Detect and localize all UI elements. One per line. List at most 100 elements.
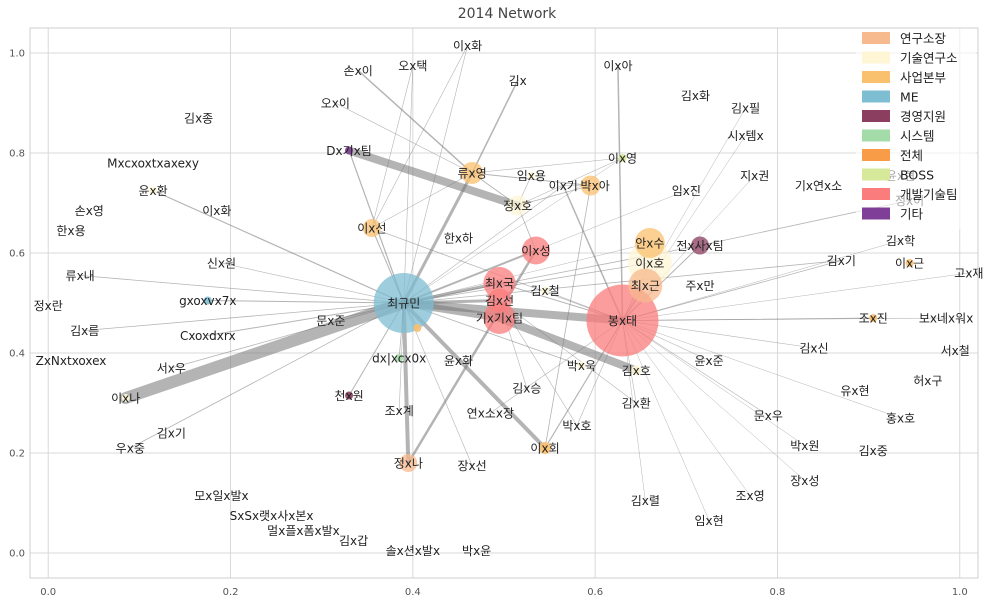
network-node[interactable] bbox=[399, 454, 418, 472]
legend-label: 기술연구소 bbox=[900, 51, 958, 66]
network-edge bbox=[221, 262, 405, 304]
node-label: 김x렬 bbox=[631, 494, 660, 508]
node-layer bbox=[121, 146, 914, 472]
legend-label: ME bbox=[900, 90, 919, 105]
legend-label: 사업본부 bbox=[900, 70, 946, 85]
network-node[interactable] bbox=[373, 273, 434, 333]
network-node[interactable] bbox=[461, 162, 484, 184]
network-edge bbox=[207, 302, 405, 336]
network-edge bbox=[401, 301, 548, 450]
node-label: 보x네x워x bbox=[919, 312, 973, 326]
node-label: 김x환 bbox=[622, 397, 651, 411]
network-edge bbox=[335, 102, 473, 174]
network-edge bbox=[622, 320, 806, 446]
node-label: 김x bbox=[509, 74, 527, 88]
node-label: 이x선 bbox=[357, 222, 386, 236]
legend-swatch bbox=[862, 188, 890, 200]
node-label: 모x일x발x bbox=[194, 489, 248, 503]
y-tick-label: 0.2 bbox=[9, 449, 25, 460]
network-node[interactable] bbox=[483, 267, 516, 299]
network-node[interactable] bbox=[539, 442, 552, 454]
network-node[interactable] bbox=[905, 259, 914, 267]
node-label: Mxcxoxtxaxexy bbox=[107, 157, 199, 171]
network-edge bbox=[207, 300, 405, 304]
network-node[interactable] bbox=[527, 171, 536, 180]
node-label: 이x영 bbox=[608, 152, 637, 166]
node-label: 김x학 bbox=[886, 234, 915, 248]
network-edge bbox=[170, 302, 405, 369]
network-node[interactable] bbox=[395, 354, 404, 362]
node-label: 한x하 bbox=[444, 232, 473, 246]
node-label: 임x현 bbox=[695, 514, 724, 528]
network-edge bbox=[617, 64, 624, 322]
node-label: 김x필 bbox=[731, 102, 760, 116]
node-label: 김x화 bbox=[681, 89, 710, 103]
node-label: 이x근 bbox=[895, 257, 924, 271]
node-label: 윤x준 bbox=[695, 354, 724, 368]
network-node[interactable] bbox=[203, 296, 212, 305]
node-label: gxoxvx7x bbox=[179, 294, 236, 308]
network-node[interactable] bbox=[628, 268, 663, 303]
node-label: 임x용 bbox=[517, 169, 546, 183]
node-label: 고x재 bbox=[954, 267, 983, 281]
node-label: 이x호 bbox=[635, 257, 664, 271]
network-node[interactable] bbox=[121, 394, 130, 402]
network-node[interactable] bbox=[631, 365, 642, 376]
network-node[interactable] bbox=[618, 154, 627, 162]
network-edge bbox=[403, 242, 651, 304]
network-node[interactable] bbox=[149, 186, 158, 195]
node-label: 최x근 bbox=[631, 279, 660, 293]
node-label: 서x우 bbox=[157, 362, 186, 376]
node-label: 김x신 bbox=[799, 342, 828, 356]
network-node[interactable] bbox=[345, 146, 354, 155]
network-node[interactable] bbox=[362, 219, 381, 237]
network-edge bbox=[79, 275, 405, 304]
node-label: 문x우 bbox=[754, 409, 783, 423]
legend-label: 경영지원 bbox=[900, 109, 946, 124]
node-label: 멀x플x폼x발x bbox=[267, 524, 340, 538]
node-label: 지x권 bbox=[740, 169, 769, 183]
network-edge bbox=[152, 189, 405, 304]
legend-swatch bbox=[862, 149, 890, 161]
node-label: 서x철 bbox=[941, 344, 970, 358]
network-edge bbox=[129, 302, 405, 449]
node-label: 류x영 bbox=[458, 167, 487, 181]
x-tick-label: 0.2 bbox=[223, 587, 239, 598]
node-label: 이x기 bbox=[549, 179, 578, 193]
node-label: 장x성 bbox=[790, 474, 819, 488]
network-node[interactable] bbox=[521, 236, 550, 265]
node-label: 한x용 bbox=[56, 224, 85, 238]
network-edge bbox=[495, 314, 641, 375]
x-tick-label: 0.0 bbox=[40, 587, 56, 598]
network-node[interactable] bbox=[634, 228, 665, 258]
node-label: 홍x호 bbox=[886, 412, 915, 426]
network-edge bbox=[84, 302, 405, 331]
node-label: 이x나 bbox=[111, 392, 140, 406]
node-label: 최x국 bbox=[485, 277, 514, 291]
network-node[interactable] bbox=[483, 302, 516, 334]
network-edge bbox=[403, 45, 468, 304]
node-label: 윤x환 bbox=[138, 184, 167, 198]
network-edge bbox=[345, 146, 522, 210]
network-node[interactable] bbox=[507, 195, 528, 216]
network-node[interactable] bbox=[541, 286, 550, 295]
node-label: 솔x션x발x bbox=[386, 544, 440, 558]
network-node[interactable] bbox=[577, 361, 586, 370]
chart-title: 2014 Network bbox=[458, 6, 557, 22]
network-node[interactable] bbox=[345, 391, 354, 400]
network-node[interactable] bbox=[869, 314, 878, 322]
node-label: 김x기 bbox=[827, 254, 856, 268]
network-node[interactable] bbox=[580, 175, 601, 196]
legend-label: BOSS bbox=[900, 168, 934, 183]
node-label: 김x갑 bbox=[339, 534, 368, 548]
network-node[interactable] bbox=[413, 324, 422, 332]
y-tick-label: 0.0 bbox=[9, 549, 25, 560]
plot-frame bbox=[29, 27, 979, 579]
network-node[interactable] bbox=[586, 284, 659, 357]
node-label: 천x원 bbox=[334, 388, 363, 403]
node-label: 허x구 bbox=[913, 374, 942, 388]
network-edge bbox=[622, 260, 842, 321]
network-node[interactable] bbox=[690, 236, 709, 255]
legend-label: 연구소장 bbox=[900, 31, 947, 46]
node-label: 연x소x장 bbox=[467, 407, 514, 421]
